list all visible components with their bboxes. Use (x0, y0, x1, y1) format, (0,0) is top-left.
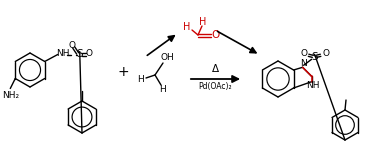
Text: +: + (117, 65, 129, 79)
Text: NH: NH (306, 81, 319, 90)
Text: NH: NH (56, 49, 70, 58)
Text: H: H (199, 17, 207, 27)
Text: H: H (183, 22, 191, 32)
Text: Pd(OAc)₂: Pd(OAc)₂ (198, 82, 232, 91)
Text: S: S (76, 49, 83, 59)
Text: O: O (300, 49, 307, 58)
Text: N: N (300, 59, 307, 68)
Text: Δ: Δ (211, 64, 218, 74)
Text: H: H (160, 86, 166, 95)
Text: O: O (322, 49, 329, 58)
Text: O: O (68, 41, 75, 50)
Text: O: O (212, 30, 220, 40)
Text: H: H (138, 75, 144, 84)
Text: OH: OH (160, 53, 174, 62)
Text: NH₂: NH₂ (2, 91, 19, 100)
Text: S: S (311, 52, 318, 62)
Text: O: O (85, 49, 92, 58)
